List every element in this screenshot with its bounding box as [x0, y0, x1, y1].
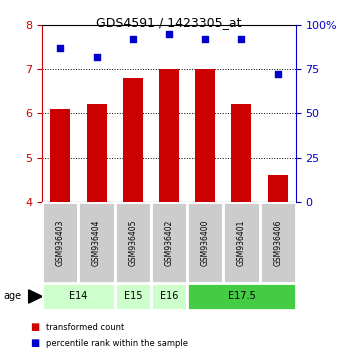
- Text: E16: E16: [160, 291, 178, 302]
- Bar: [268, 175, 288, 202]
- Point: [166, 31, 172, 36]
- Text: GSM936406: GSM936406: [273, 219, 282, 266]
- Bar: [187, 283, 296, 310]
- Bar: [151, 202, 187, 283]
- Text: age: age: [3, 291, 22, 302]
- Bar: [42, 283, 115, 310]
- Text: E14: E14: [69, 291, 88, 302]
- Point: [202, 36, 208, 42]
- Bar: [232, 104, 251, 202]
- Point: [275, 72, 280, 77]
- Bar: [195, 69, 215, 202]
- Bar: [223, 202, 260, 283]
- Text: percentile rank within the sample: percentile rank within the sample: [46, 339, 188, 348]
- Point: [239, 36, 244, 42]
- Bar: [260, 202, 296, 283]
- Point: [94, 54, 99, 59]
- Bar: [159, 69, 179, 202]
- Bar: [151, 283, 187, 310]
- Text: transformed count: transformed count: [46, 323, 124, 332]
- Text: GSM936405: GSM936405: [128, 219, 137, 266]
- Bar: [50, 109, 70, 202]
- Text: GSM936404: GSM936404: [92, 219, 101, 266]
- Text: GSM936400: GSM936400: [201, 219, 210, 266]
- Text: GSM936402: GSM936402: [165, 219, 173, 266]
- Polygon shape: [29, 290, 42, 303]
- Text: E17.5: E17.5: [227, 291, 255, 302]
- Point: [130, 36, 136, 42]
- Bar: [115, 283, 151, 310]
- Bar: [87, 104, 106, 202]
- Point: [58, 45, 63, 51]
- Text: E15: E15: [123, 291, 142, 302]
- Text: ■: ■: [30, 322, 40, 332]
- Bar: [123, 78, 143, 202]
- Text: GDS4591 / 1423305_at: GDS4591 / 1423305_at: [96, 16, 242, 29]
- Bar: [78, 202, 115, 283]
- Bar: [42, 202, 78, 283]
- Bar: [115, 202, 151, 283]
- Bar: [187, 202, 223, 283]
- Text: GSM936401: GSM936401: [237, 219, 246, 266]
- Text: GSM936403: GSM936403: [56, 219, 65, 266]
- Text: ■: ■: [30, 338, 40, 348]
